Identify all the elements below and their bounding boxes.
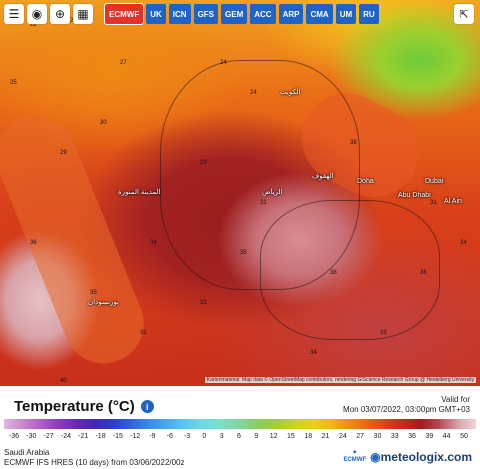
- color-scale-bar: [4, 419, 476, 429]
- map-toolbar: ☰ ◉ ⊕ ▦ ECMWF UK ICN GFS GEM ACC ARP CMA UM RU: [0, 0, 480, 28]
- parameter-label: Temperature (°C): [14, 398, 135, 415]
- scale-tick-label: 50: [460, 433, 468, 440]
- temperature-value: 24: [220, 60, 227, 66]
- scale-tick-label: -21: [78, 433, 89, 440]
- city-label: Doha: [357, 178, 374, 185]
- temperature-value: 25: [10, 80, 17, 86]
- valid-time: Valid for Mon 03/07/2022, 03:00pm GMT+03: [343, 395, 470, 415]
- scale-tick-label: -15: [112, 433, 123, 440]
- city-label: Abu Dhabi: [398, 192, 431, 199]
- scale-tick-label: 6: [237, 433, 241, 440]
- scale-tick-label: -6: [166, 433, 173, 440]
- meteologix-logo: ◉meteologix.com: [370, 450, 472, 464]
- model-tab-ru[interactable]: RU: [359, 4, 379, 24]
- scale-tick-label: 39: [425, 433, 434, 440]
- color-scale-ticks: -36 -30 -27 -24 -21 -18 -15 -12 -9 -6 -3 0 3 6 9 12 15 18…: [9, 433, 468, 443]
- scale-tick-label: -24: [60, 433, 71, 440]
- scale-tick-label: -18: [95, 433, 106, 440]
- scale-tick-label: 27: [356, 433, 365, 440]
- model-tab-gfs[interactable]: GFS: [193, 4, 219, 24]
- scale-tick-label: -30: [26, 433, 37, 440]
- model-tab-uk[interactable]: UK: [146, 4, 166, 24]
- zoom-icon[interactable]: ⊕: [50, 4, 70, 24]
- scale-tick-label: 36: [408, 433, 416, 440]
- temperature-value: 34: [460, 240, 467, 246]
- model-tab-cma[interactable]: CMA: [306, 4, 333, 24]
- temperature-value: 40: [60, 378, 67, 384]
- location-icon[interactable]: ◉: [27, 4, 47, 24]
- temperature-value: 33: [380, 330, 387, 336]
- model-tabs: ECMWF UK ICN GFS GEM ACC ARP CMA UM RU: [103, 3, 379, 25]
- temperature-value: 32: [200, 300, 207, 306]
- model-tab-gem[interactable]: GEM: [221, 4, 248, 24]
- temperature-value: 31: [260, 200, 267, 206]
- temperature-value: 38: [350, 140, 357, 146]
- scale-tick-label: -9: [149, 433, 156, 440]
- temperature-value: 30: [100, 120, 107, 126]
- scale-tick-label: 3: [219, 433, 224, 440]
- region-label: Saudi Arabia: [4, 448, 50, 457]
- temperature-value: 35: [90, 290, 97, 296]
- brand[interactable]: ✦ ECMWF ◉meteologix.com: [343, 450, 472, 464]
- valid-label: Valid for: [441, 395, 470, 404]
- temperature-value: 29: [200, 160, 207, 166]
- scale-tick-label: -3: [183, 433, 191, 440]
- share-icon[interactable]: ⇱: [454, 4, 474, 24]
- scale-tick-label: 18: [304, 433, 313, 440]
- scale-tick-label: 30: [373, 433, 382, 440]
- temperature-value: 34: [310, 350, 317, 356]
- model-tab-icn[interactable]: ICN: [168, 4, 191, 24]
- ecmwf-logo: ✦ ECMWF: [343, 450, 367, 463]
- tool-buttons: ☰ ◉ ⊕ ▦: [4, 4, 93, 24]
- temperature-value: 36: [420, 270, 427, 276]
- parameter-title: Temperature (°C) i: [14, 398, 154, 415]
- menu-icon[interactable]: ☰: [4, 4, 24, 24]
- scale-tick-label: -36: [8, 433, 20, 440]
- temperature-value: 27: [120, 60, 127, 66]
- temperature-value: 22: [30, 22, 37, 28]
- city-label: Dubai: [425, 178, 444, 185]
- city-label: بورتسودان: [88, 299, 119, 306]
- weather-map[interactable]: 2222272424293136353438363831334034252930…: [0, 0, 480, 386]
- scale-tick-label: 12: [269, 433, 278, 440]
- scale-tick-label: -12: [130, 433, 141, 440]
- red-sea: [0, 104, 156, 376]
- scale-tick-label: 9: [254, 433, 259, 440]
- model-tab-arp[interactable]: ARP: [278, 4, 304, 24]
- scale-tick-label: 44: [442, 433, 451, 440]
- scale-tick-label: 33: [390, 433, 399, 440]
- temperature-value: 38: [330, 270, 337, 276]
- scale-tick-label: 15: [287, 433, 295, 440]
- temperature-value: 29: [60, 150, 67, 156]
- scale-tick-label: 21: [321, 433, 330, 440]
- info-icon[interactable]: i: [140, 400, 154, 413]
- model-tab-ecmwf[interactable]: ECMWF: [103, 3, 145, 25]
- country-border: [260, 200, 440, 340]
- temperature-value: 36: [30, 240, 37, 246]
- model-run-info: ECMWF IFS HRES (10 days) from 03/06/2022…: [4, 458, 185, 467]
- city-label: المدينة المنورة: [118, 189, 161, 196]
- city-label: الكويت: [280, 89, 301, 96]
- city-label: Al Ain: [444, 198, 462, 205]
- temperature-value: 31: [430, 200, 437, 206]
- model-tab-um[interactable]: UM: [335, 4, 357, 24]
- scale-tick-label: 0: [202, 433, 207, 440]
- scale-tick-label: 24: [338, 433, 347, 440]
- scale-tick-label: -27: [43, 433, 54, 440]
- map-attribution: Kartenmaterial: Map data © OpenStreetMap…: [204, 377, 476, 383]
- temperature-value: 24: [250, 90, 257, 96]
- temperature-value: 35: [240, 250, 247, 256]
- temperature-value: 31: [140, 330, 147, 336]
- temperature-value: 34: [150, 240, 157, 246]
- valid-datetime: Mon 03/07/2022, 03:00pm GMT+03: [343, 405, 470, 414]
- map-icon[interactable]: ▦: [73, 4, 93, 24]
- city-label: الرياض: [262, 189, 283, 196]
- city-label: الهفوف: [312, 173, 334, 180]
- model-tab-acc[interactable]: ACC: [250, 4, 276, 24]
